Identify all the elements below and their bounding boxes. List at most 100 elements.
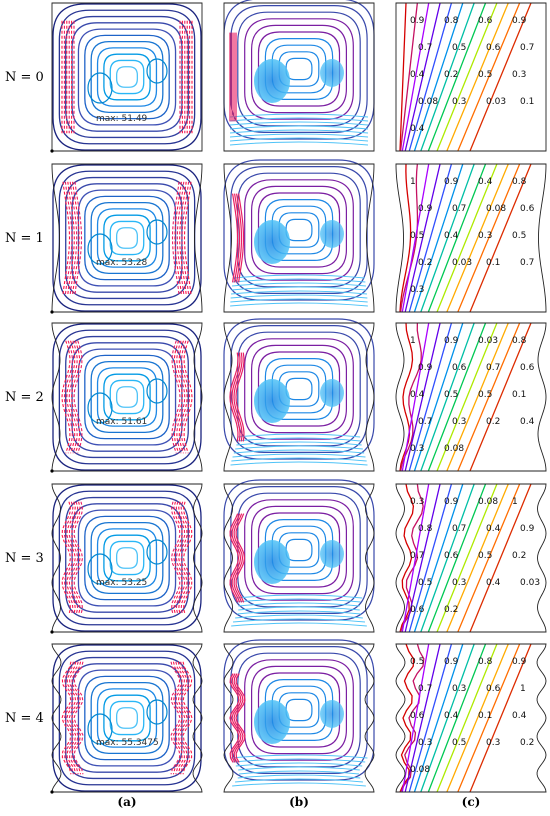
streamline <box>236 441 362 446</box>
streamline <box>237 193 245 283</box>
streamline <box>96 47 158 107</box>
streamline <box>115 227 139 249</box>
eddy-core <box>254 379 290 423</box>
isotherm-label: 0.2 <box>520 738 534 748</box>
isotherm-label: 0.1 <box>520 97 534 107</box>
isotherm <box>420 643 475 793</box>
velocity-vectors <box>180 661 191 775</box>
isotherm-label: 0.9 <box>512 16 527 26</box>
streamline <box>233 513 244 603</box>
streamline <box>115 707 139 729</box>
streamline <box>96 208 158 268</box>
streamline <box>229 113 369 118</box>
streamline <box>285 538 313 562</box>
isotherm <box>404 322 441 472</box>
isotherm <box>420 483 475 633</box>
eddy-contour <box>87 72 113 104</box>
streamline <box>90 201 164 275</box>
isotherm-label: 1 <box>410 336 416 346</box>
panel-c-isotherms: 0.5 0.9 0.8 0.9 0.7 0.3 0.6 1 0.6 0.4 0.1 0.4 0.3 0.5… <box>395 643 547 793</box>
isotherm <box>469 2 532 152</box>
isotherm <box>469 322 532 472</box>
streamline <box>251 24 347 114</box>
isotherm-label: 0.6 <box>520 363 535 373</box>
isotherm <box>457 163 521 313</box>
isotherm <box>399 163 419 313</box>
velocity-vectors <box>74 181 83 295</box>
isotherm <box>436 163 498 313</box>
streamline <box>231 622 367 627</box>
cavity-wall <box>395 483 547 633</box>
streamline <box>232 282 366 287</box>
isotherm <box>457 2 521 152</box>
eddy-core <box>320 540 344 568</box>
streamline <box>65 496 189 620</box>
streamline <box>229 352 239 442</box>
streamline <box>65 656 189 780</box>
isotherm-label: 0.5 <box>410 657 424 667</box>
streamline <box>264 38 334 100</box>
streamline <box>264 358 334 420</box>
streamline <box>238 770 360 775</box>
row-label: N = 2 <box>5 390 44 405</box>
streamline <box>52 484 202 632</box>
isotherm-label: 0.5 <box>478 390 492 400</box>
isotherm-label: 0.6 <box>486 684 501 694</box>
velocity-vectors <box>71 340 81 454</box>
isotherm-label: 0.08 <box>418 97 438 107</box>
isotherm-label: 0.8 <box>512 336 527 346</box>
streamline <box>232 618 366 623</box>
velocity-vectors <box>68 340 78 454</box>
isotherm-label: 0.5 <box>512 231 526 241</box>
streamline <box>52 644 202 792</box>
streamline <box>244 338 354 440</box>
cavity-wall <box>395 322 547 472</box>
isotherm <box>469 643 532 793</box>
streamline <box>90 360 164 434</box>
streamline <box>285 218 313 242</box>
isotherm-label: 0.4 <box>486 578 501 588</box>
streamline <box>52 3 202 151</box>
isotherm-label: 0.4 <box>410 390 425 400</box>
panel-b-streamlines <box>223 479 375 633</box>
streamline <box>103 373 151 421</box>
eddy-contour <box>146 378 168 404</box>
streamline <box>233 193 241 283</box>
velocity-vectors <box>172 661 183 775</box>
streamline <box>84 354 170 440</box>
streamline <box>285 377 313 401</box>
isotherm-label: 1 <box>512 497 518 507</box>
isotherm-label: 0.08 <box>478 497 498 507</box>
velocity-vectors <box>176 181 185 295</box>
isotherm <box>420 2 475 152</box>
isotherm-label: 0.5 <box>478 70 492 80</box>
streamline <box>237 437 361 442</box>
isotherm-label: 0.9 <box>444 177 459 187</box>
velocity-vectors <box>63 661 74 775</box>
row-label: N = 4 <box>5 711 44 726</box>
streamline <box>238 766 360 771</box>
corner-point <box>50 310 54 314</box>
streamline <box>235 193 243 283</box>
streamline <box>237 172 361 288</box>
streamline <box>232 278 366 283</box>
streamline <box>231 513 242 603</box>
isotherm <box>399 643 415 793</box>
isotherm <box>457 483 521 633</box>
streamline <box>244 179 354 281</box>
streamline <box>230 754 368 759</box>
panel-a-streamlines: max: 53.28 <box>50 163 203 314</box>
eddy-contour <box>87 392 113 424</box>
velocity-vectors <box>62 181 71 295</box>
streamline <box>235 594 363 599</box>
streamline <box>77 189 177 287</box>
isotherm-label: 0.3 <box>418 738 432 748</box>
eddy-contour <box>146 699 168 725</box>
streamline <box>232 782 366 787</box>
isotherm <box>446 643 509 793</box>
velocity-vectors <box>66 661 77 775</box>
cavity-wall <box>395 163 547 313</box>
velocity-vectors <box>174 181 182 295</box>
streamline <box>232 758 366 763</box>
figure-row: N = 2 max: 51.61 1 0.9 0.03 0.8 0.9 0.6 0.7 0.6 0.… <box>5 318 547 473</box>
